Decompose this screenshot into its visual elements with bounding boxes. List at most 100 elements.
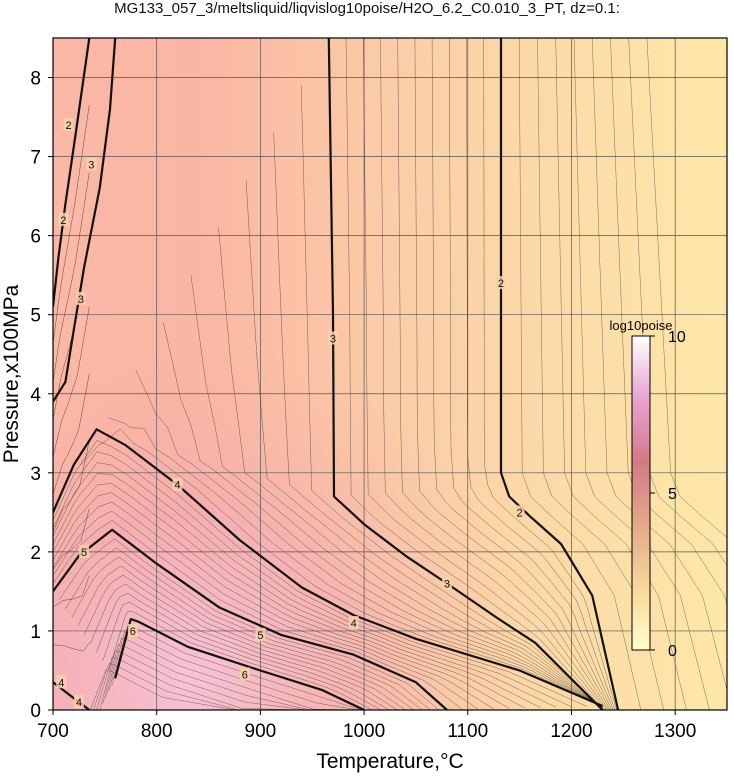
minor-contour xyxy=(555,38,687,710)
minor-contour xyxy=(102,644,352,710)
minor-contour xyxy=(414,38,611,710)
major-contour-2 xyxy=(499,38,620,710)
minor-contour xyxy=(449,38,614,710)
contour-label-bg xyxy=(327,331,338,345)
contour-label: 3 xyxy=(444,579,450,591)
contour-label-bg xyxy=(495,276,506,290)
minor-contour xyxy=(397,38,609,710)
contour-label-bg xyxy=(75,291,86,305)
colorbar-tick-label: 5 xyxy=(668,486,677,503)
contour-label-bg xyxy=(239,667,250,681)
contour-label-bg xyxy=(86,157,97,171)
x-axis-label: Temperature,°C xyxy=(316,750,463,773)
minor-contour xyxy=(108,417,603,708)
contour-label: 6 xyxy=(242,669,248,681)
minor-contour xyxy=(65,547,431,710)
major-contour-5 xyxy=(53,528,448,710)
contour-label-bg xyxy=(348,616,359,630)
minor-contour xyxy=(96,656,346,710)
minor-contour xyxy=(108,610,373,710)
contour-label: 3 xyxy=(88,159,94,171)
y-tick-label: 6 xyxy=(30,227,41,248)
contour-label: 2 xyxy=(65,120,71,132)
contour-label-bg xyxy=(172,477,183,491)
contour-label: 4 xyxy=(76,697,82,709)
major-contour-6 xyxy=(114,618,365,710)
minor-contour xyxy=(163,322,603,708)
y-tick-label: 4 xyxy=(30,385,41,406)
minor-contour xyxy=(53,451,572,708)
contour-label-bg xyxy=(73,695,84,709)
contour-label: 6 xyxy=(130,626,136,638)
x-tick-label: 1200 xyxy=(550,721,592,742)
minor-contour xyxy=(380,38,608,710)
minor-contour xyxy=(646,38,727,538)
contour-label: 4 xyxy=(174,480,180,492)
minor-contour xyxy=(53,440,588,707)
minor-contour xyxy=(53,462,556,708)
minor-contour xyxy=(431,38,613,710)
contour-label-bg xyxy=(127,623,138,637)
x-tick-label: 1000 xyxy=(343,721,385,742)
contour-label-bg xyxy=(79,544,90,558)
colorbar-tick-label: 10 xyxy=(668,329,686,346)
minor-contour xyxy=(53,575,90,608)
minor-contour xyxy=(71,556,423,710)
minor-contour xyxy=(80,428,603,707)
contour-label: 3 xyxy=(330,333,336,345)
colorbar-tick-label: 0 xyxy=(668,643,677,660)
minor-contour xyxy=(59,538,439,710)
y-tick-label: 5 xyxy=(30,306,41,327)
x-tick-label: 800 xyxy=(141,721,173,742)
x-tick-label: 1100 xyxy=(447,721,488,742)
minor-contour xyxy=(518,38,642,710)
minor-contour xyxy=(53,441,90,533)
minor-contour xyxy=(53,508,90,570)
minor-contour xyxy=(573,38,710,710)
minor-contour xyxy=(53,306,90,458)
chart-title: MG133_057_3/meltsliquid/liqvislog10poise… xyxy=(114,0,620,17)
minor-contour xyxy=(99,650,349,710)
contour-label: 3 xyxy=(78,294,84,306)
minor-contour xyxy=(102,601,381,710)
minor-contour xyxy=(53,520,463,710)
contour-label: 2 xyxy=(498,278,504,290)
major-contour-4 xyxy=(53,428,604,708)
x-tick-label: 700 xyxy=(37,721,69,742)
minor-contour xyxy=(90,583,398,710)
minor-contour xyxy=(53,105,90,345)
minor-contour xyxy=(53,373,90,495)
minor-contour xyxy=(300,85,603,710)
y-tick-label: 1 xyxy=(30,622,41,643)
contour-label-bg xyxy=(58,212,69,226)
minor-contour xyxy=(53,492,510,709)
minor-contour xyxy=(53,510,479,710)
y-axis-label: Pressure,x100MPa xyxy=(0,284,23,463)
y-tick-label: 2 xyxy=(30,543,41,564)
minor-contour xyxy=(362,38,606,710)
y-tick-label: 8 xyxy=(30,69,41,90)
minor-contour xyxy=(273,132,603,710)
minor-contour xyxy=(345,38,605,710)
contour-label-bg xyxy=(63,117,74,131)
minor-contour xyxy=(53,473,541,708)
contour-label: 2 xyxy=(60,215,66,227)
contour-label: 5 xyxy=(257,630,263,642)
contour-label-bg xyxy=(514,505,525,519)
minor-contour xyxy=(245,180,603,709)
y-tick-label: 7 xyxy=(30,148,41,169)
x-tick-label: 900 xyxy=(245,721,277,742)
minor-contour xyxy=(111,625,362,710)
contour-label: 5 xyxy=(81,547,87,559)
minor-contour xyxy=(77,565,414,710)
minor-contour xyxy=(218,227,603,709)
major-contour-2 xyxy=(53,38,91,307)
minor-contour xyxy=(610,38,727,607)
minor-contour xyxy=(90,669,340,710)
minor-contour xyxy=(53,642,90,652)
minor-contour xyxy=(53,172,90,382)
minor-contour xyxy=(105,637,355,710)
colorbar xyxy=(631,335,651,651)
